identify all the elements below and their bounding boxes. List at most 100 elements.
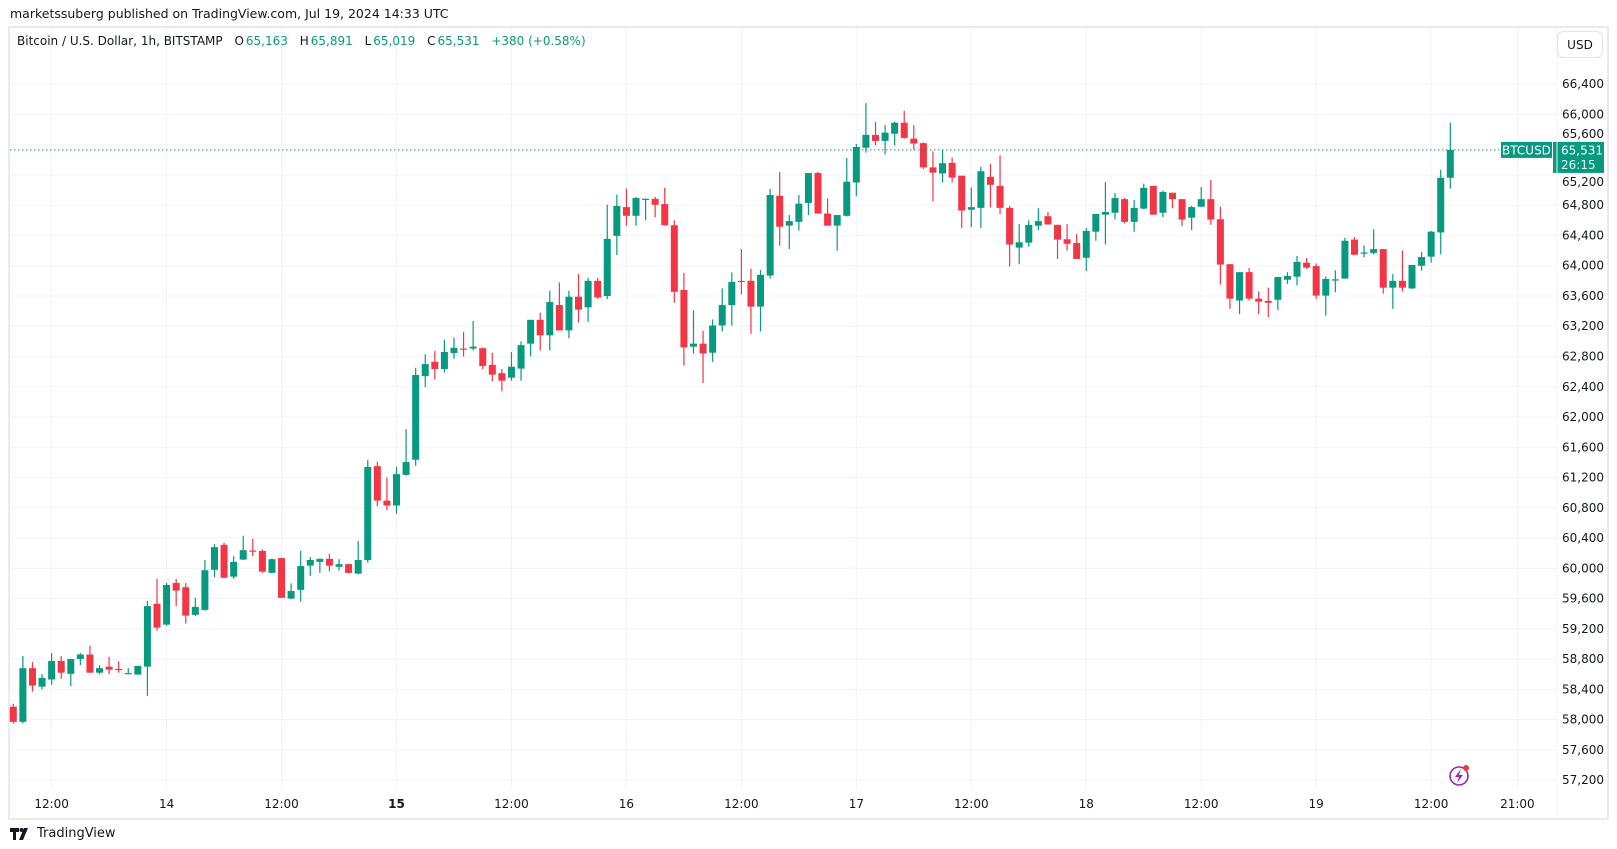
candle-body-up[interactable] (450, 347, 458, 354)
candle-body-down[interactable] (986, 176, 994, 185)
candle-body-down[interactable] (220, 544, 228, 578)
candle-body-down[interactable] (1379, 249, 1387, 288)
candle-body-up[interactable] (1188, 207, 1196, 218)
candle-body-up[interactable] (239, 550, 247, 560)
candle-body-up[interactable] (1408, 264, 1416, 289)
candle-body-up[interactable] (76, 654, 84, 660)
candle-body-up[interactable] (402, 462, 410, 475)
candle-body-down[interactable] (498, 373, 506, 381)
candle-body-down[interactable] (910, 138, 918, 144)
candle-body-down[interactable] (737, 280, 745, 283)
candle-body-up[interactable] (1341, 240, 1349, 279)
candle-body-up[interactable] (393, 474, 400, 506)
candle-body-down[interactable] (824, 213, 832, 226)
candle-body-up[interactable] (143, 606, 151, 667)
candle-body-down[interactable] (57, 660, 65, 673)
candle-body-down[interactable] (1054, 224, 1062, 240)
symbol-title[interactable]: Bitcoin / U.S. Dollar, 1h, BITSTAMP (17, 34, 223, 48)
candle-body-down[interactable] (900, 122, 908, 138)
candle-body-up[interactable] (632, 198, 640, 216)
candle-body-up[interactable] (584, 280, 592, 308)
candle-body-down[interactable] (153, 603, 161, 628)
candle-body-down[interactable] (1044, 216, 1052, 225)
candle-body-up[interactable] (67, 659, 75, 674)
candle-body-up[interactable] (891, 122, 899, 134)
candle-body-up[interactable] (316, 558, 324, 562)
candle-body-up[interactable] (306, 559, 314, 566)
candle-body-up[interactable] (297, 566, 305, 590)
candle-body-down[interactable] (105, 666, 113, 670)
candle-body-up[interactable] (440, 351, 448, 369)
candle-body-down[interactable] (594, 280, 602, 298)
candle-body-down[interactable] (1312, 266, 1320, 296)
candle-body-down[interactable] (1063, 239, 1071, 244)
candle-body-up[interactable] (287, 590, 295, 599)
candle-body-up[interactable] (1446, 149, 1454, 178)
candle-body-down[interactable] (1303, 262, 1311, 268)
candle-body-up[interactable] (1418, 257, 1426, 266)
candle-body-up[interactable] (38, 677, 46, 687)
candle-body-down[interactable] (278, 558, 286, 598)
candle-body-down[interactable] (680, 289, 688, 348)
candle-body-down[interactable] (345, 564, 353, 573)
candle-body-down[interactable] (1073, 243, 1081, 259)
candle-body-up[interactable] (1283, 275, 1291, 280)
candle-body-up[interactable] (804, 173, 812, 203)
footer-brand[interactable]: TradingView (10, 826, 116, 841)
candle-body-up[interactable] (939, 163, 947, 174)
candle-body-up[interactable] (48, 660, 56, 680)
candle-body-down[interactable] (479, 348, 487, 366)
candle-body-up[interactable] (96, 668, 104, 673)
candle-body-up[interactable] (785, 221, 793, 226)
candle-body-down[interactable] (373, 466, 381, 501)
candle-body-up[interactable] (201, 570, 209, 610)
candle-body-up[interactable] (795, 203, 803, 222)
candle-body-up[interactable] (881, 132, 889, 141)
candle-body-down[interactable] (1207, 199, 1215, 220)
candle-body-up[interactable] (967, 207, 975, 210)
candle-body-up[interactable] (163, 584, 171, 625)
candle-body-up[interactable] (766, 195, 774, 276)
candle-body-down[interactable] (258, 550, 266, 572)
candle-body-up[interactable] (527, 319, 535, 344)
candle-body-down[interactable] (9, 706, 17, 722)
candle-body-up[interactable] (1140, 187, 1148, 209)
candle-body-up[interactable] (1034, 221, 1042, 226)
candle-body-up[interactable] (1111, 198, 1119, 213)
candle-body-down[interactable] (536, 319, 544, 336)
candle-body-down[interactable] (249, 550, 257, 552)
candle-body-up[interactable] (19, 668, 27, 722)
candle-body-up[interactable] (335, 564, 343, 567)
candle-body-down[interactable] (460, 348, 468, 350)
candle-body-up[interactable] (1130, 207, 1138, 222)
candle-body-up[interactable] (1437, 177, 1445, 233)
candle-body-up[interactable] (546, 302, 554, 336)
candle-body-down[interactable] (948, 162, 956, 178)
candle-body-down[interactable] (325, 558, 333, 566)
candle-body-up[interactable] (421, 364, 429, 377)
candle-body-up[interactable] (1236, 272, 1244, 301)
candle-body-up[interactable] (469, 346, 477, 349)
candle-body-down[interactable] (958, 175, 966, 211)
candle-body-down[interactable] (1245, 272, 1253, 299)
candle-body-down[interactable] (182, 587, 190, 616)
candle-body-up[interactable] (718, 305, 726, 326)
candle-body-up[interactable] (1101, 212, 1109, 215)
candle-body-up[interactable] (1322, 278, 1330, 296)
candle-body-up[interactable] (843, 181, 851, 216)
candle-body-down[interactable] (1121, 199, 1129, 222)
candle-body-down[interactable] (1398, 280, 1406, 288)
candle-body-down[interactable] (28, 668, 36, 686)
candle-body-up[interactable] (1159, 191, 1167, 213)
candle-body-down[interactable] (699, 343, 707, 354)
candle-body-down[interactable] (776, 195, 784, 227)
candle-body-down[interactable] (1351, 239, 1358, 255)
candle-body-up[interactable] (517, 345, 525, 369)
candle-body-down[interactable] (661, 204, 669, 226)
candle-body-up[interactable] (412, 375, 420, 460)
candle-body-down[interactable] (383, 500, 391, 506)
candle-body-up[interactable] (1015, 242, 1023, 248)
candle-body-up[interactable] (1092, 213, 1100, 232)
candle-body-down[interactable] (431, 361, 439, 369)
candle-body-up[interactable] (833, 215, 841, 226)
